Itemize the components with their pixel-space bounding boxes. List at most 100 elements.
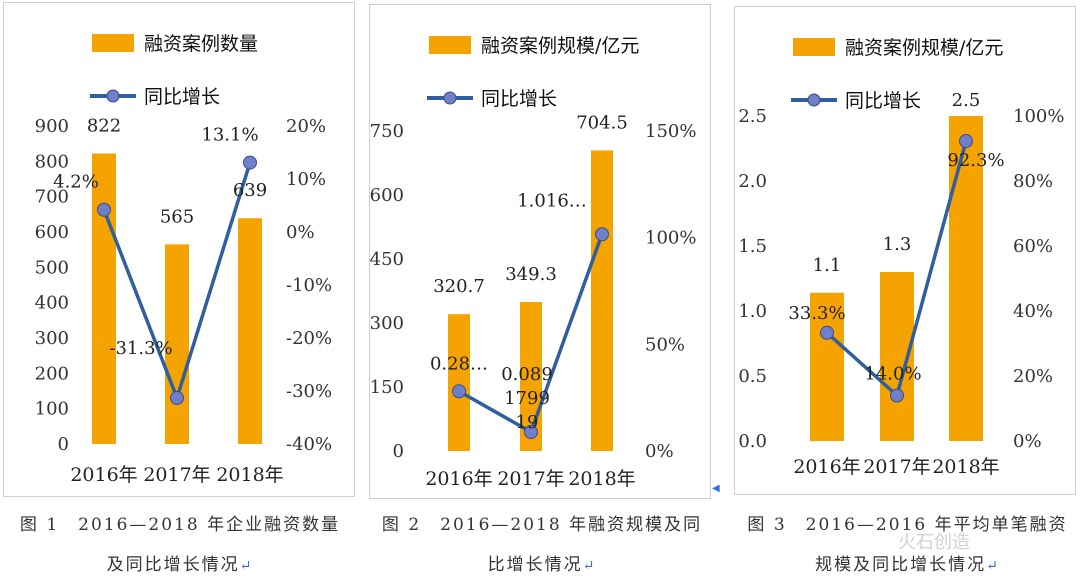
line-data-label-part: 19 bbox=[516, 412, 539, 433]
growth-marker bbox=[452, 384, 466, 399]
y-left-tick-label: 750 bbox=[370, 121, 404, 142]
y-left-tick-label: 0.5 bbox=[738, 366, 767, 387]
line-data-label-part: 4.2% bbox=[53, 172, 99, 193]
line-data-label-part: 1799 bbox=[504, 388, 550, 409]
legend-bar-label: 融资案例规模/亿元 bbox=[481, 35, 639, 57]
line-data-label: 0.28… bbox=[430, 353, 488, 374]
y-right-tick-label: 60% bbox=[1013, 236, 1053, 257]
caption-line-1: 图 1 2016—2018 年企业融资数量 bbox=[19, 515, 341, 535]
y-left-tick-label: 100 bbox=[35, 399, 69, 420]
bar-data-label: 639 bbox=[233, 180, 267, 201]
bar-data-label: 704.5 bbox=[576, 112, 628, 133]
bar bbox=[238, 218, 262, 444]
return-arrow-icon: ↵ bbox=[986, 558, 1000, 574]
y-right-tick-label: 0% bbox=[1013, 431, 1042, 452]
y-left-tick-label: 800 bbox=[35, 151, 69, 172]
y-left-tick-label: 300 bbox=[35, 328, 69, 349]
y-right-tick-label: 100% bbox=[645, 228, 696, 249]
y-left-tick-label: 300 bbox=[370, 313, 404, 334]
y-left-tick-label: 0 bbox=[58, 434, 69, 455]
y-left-tick-label: 900 bbox=[35, 116, 69, 137]
line-data-label-part: 14.0% bbox=[864, 364, 921, 385]
figure-caption-3: 图 3 2016—2016 年平均单笔融资 规模及同比增长情况↵ bbox=[740, 505, 1075, 586]
y-left-tick-label: 0 bbox=[393, 441, 404, 462]
legend-line-marker bbox=[106, 89, 120, 103]
y-right-tick-label: -40% bbox=[286, 434, 332, 455]
figure-caption-1: 图 1 2016—2018 年企业融资数量 及同比增长情况↵ bbox=[10, 505, 350, 586]
y-left-tick-label: 450 bbox=[370, 249, 404, 270]
x-tick-label: 2018年 bbox=[216, 464, 283, 486]
y-right-tick-label: 100% bbox=[1013, 106, 1064, 127]
figure-caption-2: 图 2 2016—2018 年融资规模及同 比增长情况↵ bbox=[372, 505, 712, 586]
growth-marker bbox=[97, 202, 111, 217]
x-tick-label: 2016年 bbox=[793, 456, 860, 478]
legend-line-marker bbox=[807, 93, 821, 107]
y-right-tick-label: 0% bbox=[286, 222, 315, 243]
x-tick-label: 2016年 bbox=[70, 464, 137, 486]
y-left-tick-label: 200 bbox=[35, 363, 69, 384]
bar bbox=[810, 292, 844, 441]
line-data-label-part: 0.089 bbox=[501, 364, 553, 385]
x-tick-label: 2018年 bbox=[932, 456, 999, 478]
bar bbox=[448, 314, 470, 451]
line-data-label: 14.0% bbox=[864, 364, 921, 385]
x-tick-label: 2018年 bbox=[568, 468, 635, 490]
y-right-tick-label: 80% bbox=[1013, 171, 1053, 192]
line-data-label: 92.3% bbox=[947, 150, 1004, 171]
caption-line-2: 及同比增长情况 bbox=[106, 555, 240, 575]
y-left-tick-label: 150 bbox=[370, 377, 404, 398]
line-data-label: 1.016… bbox=[517, 190, 587, 211]
y-left-tick-label: 400 bbox=[35, 293, 69, 314]
line-data-label-part: 33.3% bbox=[788, 303, 845, 324]
y-right-tick-label: 20% bbox=[1013, 366, 1053, 387]
line-data-label: 0.089 1799 19 bbox=[501, 364, 553, 433]
line-data-label-part: -31.3% bbox=[109, 338, 172, 359]
y-left-tick-label: 1.5 bbox=[738, 236, 767, 257]
line-data-label: 13.1% bbox=[201, 125, 258, 146]
x-tick-label: 2017年 bbox=[143, 464, 210, 486]
y-left-tick-label: 0.0 bbox=[738, 431, 767, 452]
bar-data-label: 1.1 bbox=[813, 255, 842, 276]
anchor-marker-icon: ◀ bbox=[712, 483, 720, 494]
bar-data-label: 2.5 bbox=[952, 90, 981, 111]
growth-marker bbox=[524, 425, 538, 440]
bar bbox=[591, 150, 613, 451]
growth-marker bbox=[959, 134, 973, 149]
growth-marker bbox=[595, 227, 609, 242]
y-left-tick-label: 2.5 bbox=[738, 106, 767, 127]
growth-marker bbox=[890, 388, 904, 403]
bar-data-label: 822 bbox=[87, 116, 121, 137]
y-right-tick-label: -30% bbox=[286, 381, 332, 402]
bar-data-label: 349.3 bbox=[505, 264, 557, 285]
line-data-label: 33.3% bbox=[788, 303, 845, 324]
y-left-tick-label: 700 bbox=[35, 187, 69, 208]
x-tick-label: 2016年 bbox=[425, 468, 492, 490]
y-right-tick-label: 10% bbox=[286, 169, 326, 190]
bar-data-label: 1.3 bbox=[883, 234, 912, 255]
chart-panel-3: 融资案例规模/亿元 同比增长 0.0 0.5 1.0 1.5 2.0 2.5 0% 20% 40% 6… bbox=[734, 6, 1076, 495]
legend-line-label: 同比增长 bbox=[144, 86, 220, 108]
growth-marker bbox=[243, 155, 257, 170]
line-data-label-part: 13.1% bbox=[201, 125, 258, 146]
return-arrow-icon: ↵ bbox=[239, 558, 254, 574]
y-right-tick-label: 0% bbox=[645, 441, 674, 462]
legend-bar-swatch bbox=[793, 38, 835, 56]
y-left-tick-label: 2.0 bbox=[738, 171, 767, 192]
caption-line-1: 图 3 2016—2016 年平均单笔融资 bbox=[747, 515, 1068, 535]
caption-line-2: 规模及同比增长情况 bbox=[815, 555, 987, 575]
growth-marker bbox=[820, 325, 834, 340]
line-data-label: 4.2% bbox=[53, 172, 99, 193]
legend-line-label: 同比增长 bbox=[845, 90, 921, 112]
y-right-tick-label: -10% bbox=[286, 275, 332, 296]
legend-bar-label: 融资案例规模/亿元 bbox=[845, 37, 1003, 59]
legend-line-marker bbox=[443, 91, 457, 105]
growth-marker bbox=[170, 390, 184, 405]
bar bbox=[92, 153, 116, 444]
legend-bar-swatch bbox=[92, 34, 134, 52]
x-tick-label: 2017年 bbox=[863, 456, 930, 478]
y-left-tick-label: 600 bbox=[370, 185, 404, 206]
y-left-tick-label: 500 bbox=[35, 257, 69, 278]
